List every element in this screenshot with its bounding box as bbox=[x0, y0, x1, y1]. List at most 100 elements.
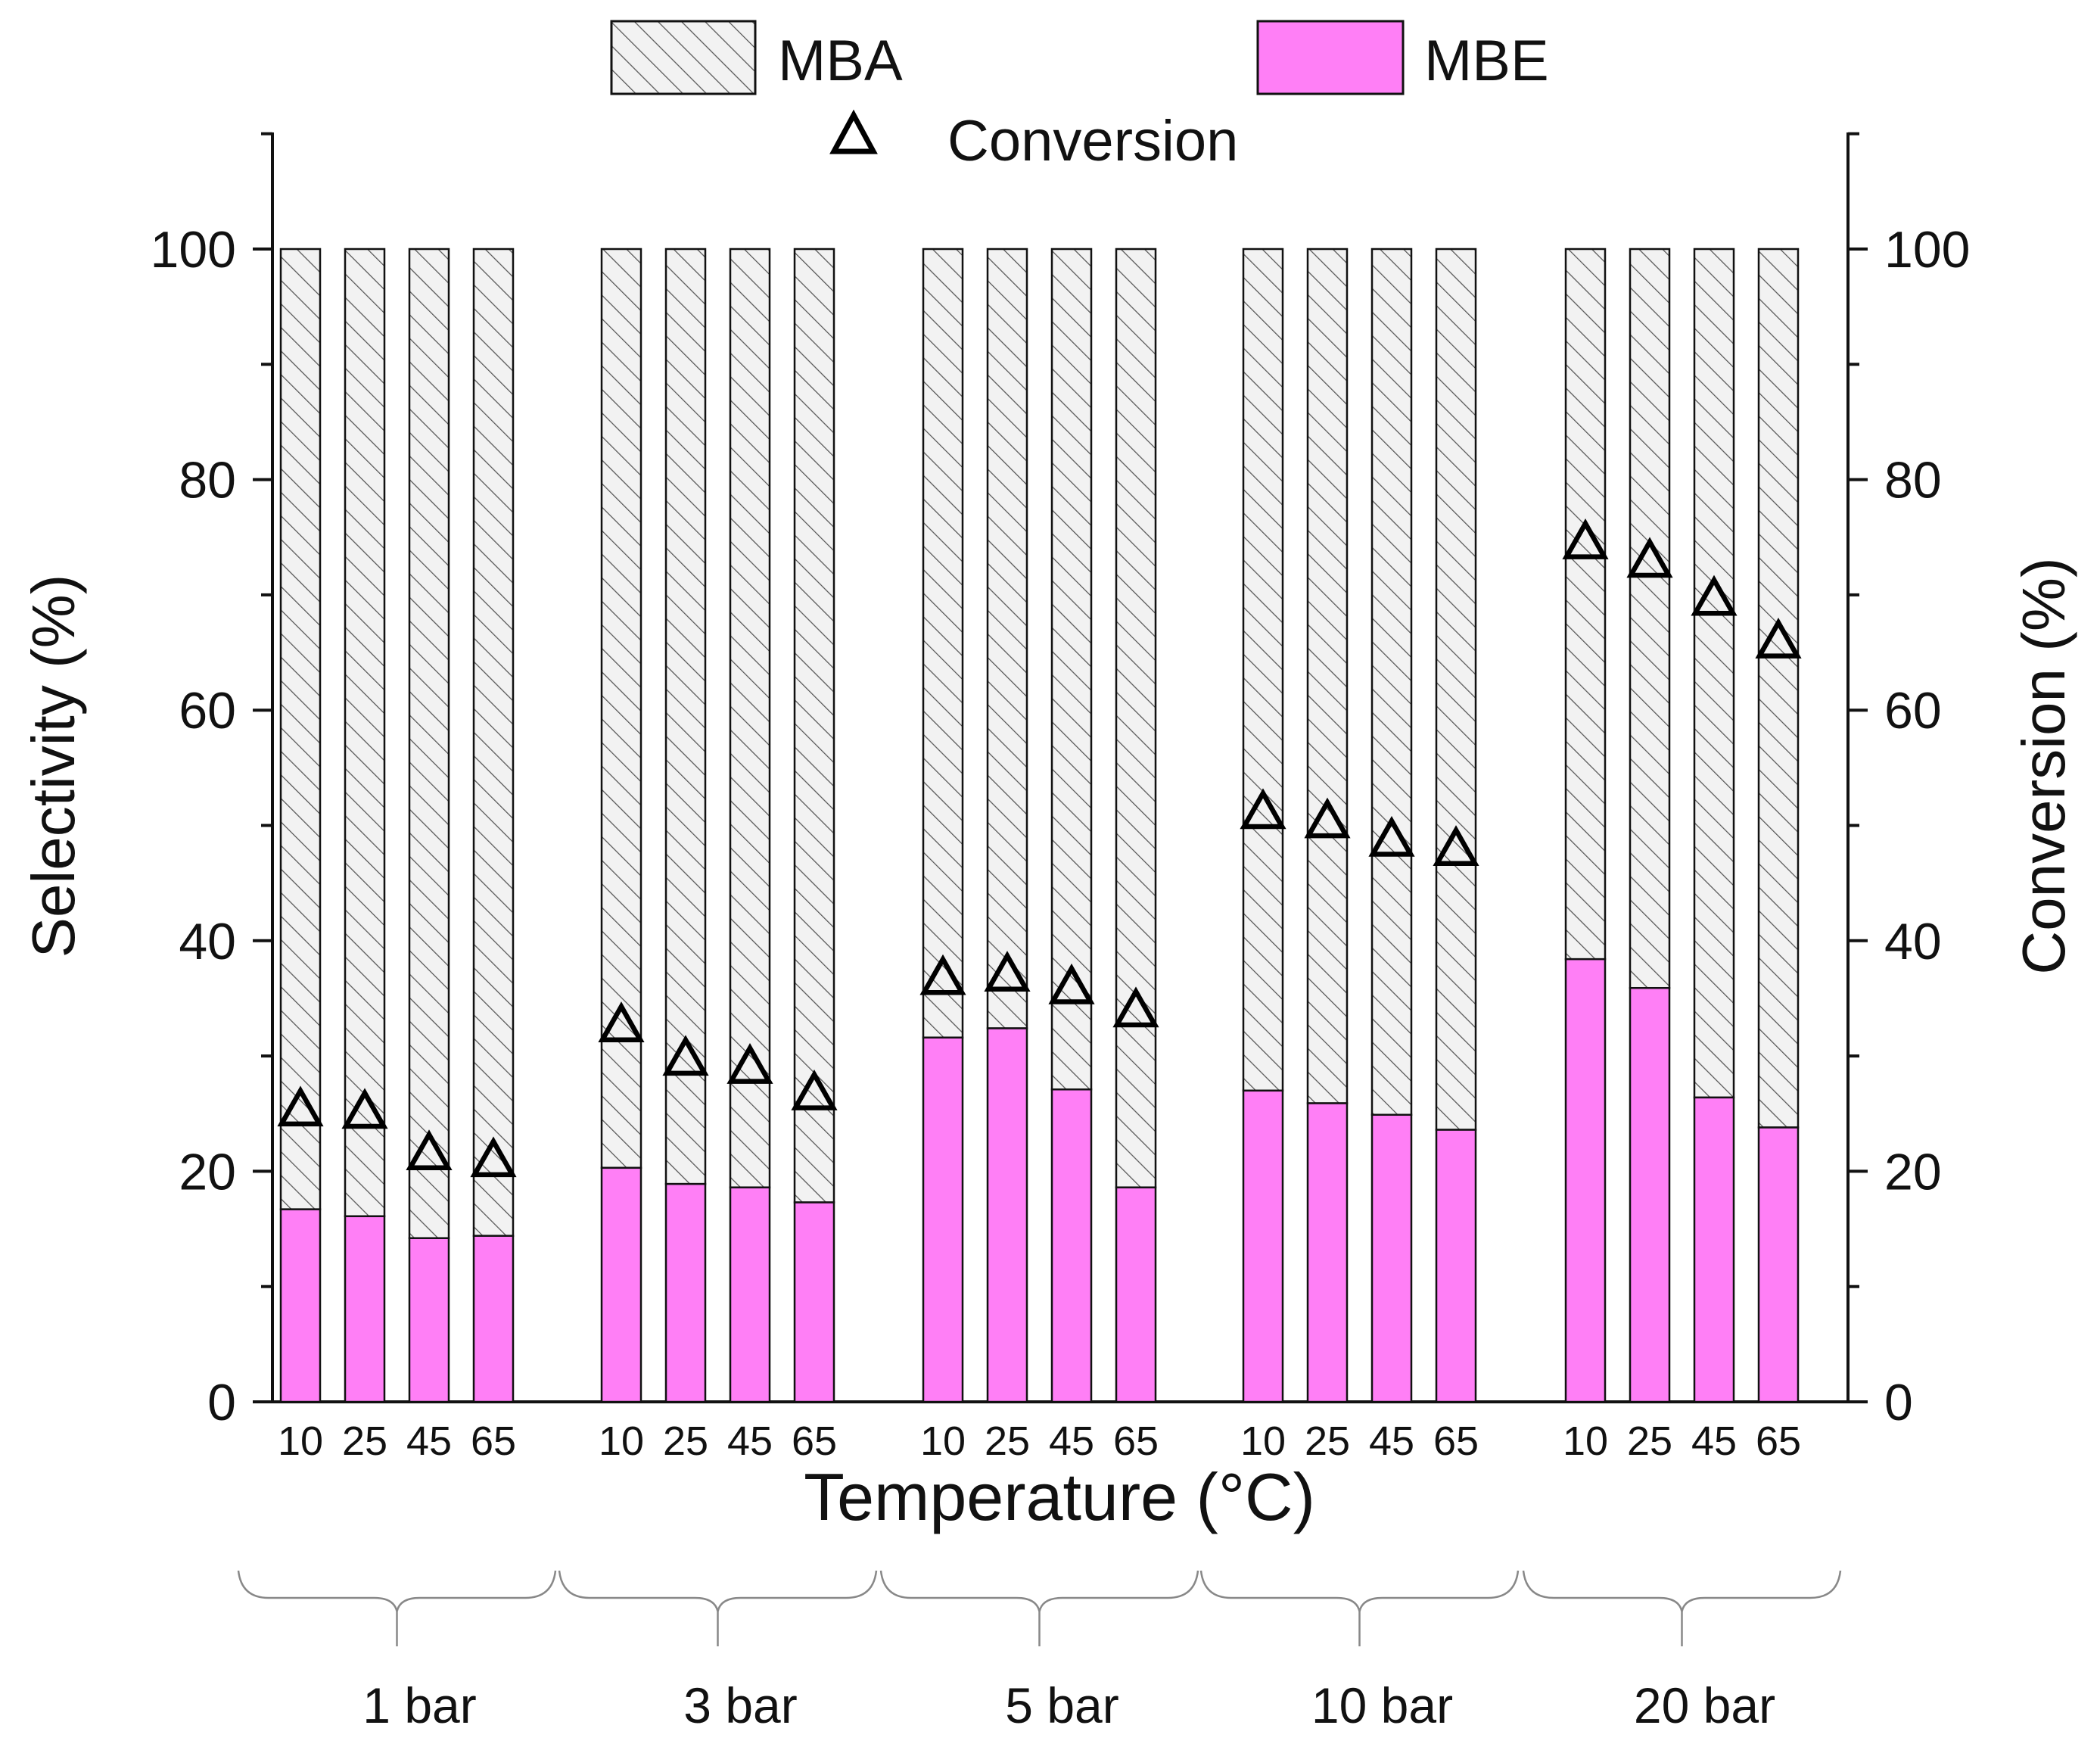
group-label: 10 bar bbox=[1311, 1677, 1453, 1733]
bar-mba bbox=[408, 248, 450, 1239]
y2-axis-title: Conversion (%) bbox=[2010, 557, 2077, 974]
x-tick-label: 10 bbox=[1240, 1418, 1286, 1464]
bar-mba bbox=[664, 248, 707, 1185]
conversion-marker bbox=[1433, 825, 1479, 866]
x-tick-labels: 10 25 45 65 10 25 45 65 10 25 45 65 10 25 45 65 10 25 45 65 bbox=[278, 1418, 1801, 1464]
bar-mbe bbox=[1050, 1088, 1093, 1403]
x-tick-label: 10 bbox=[1563, 1418, 1608, 1464]
bar-mba bbox=[1564, 248, 1607, 961]
x-axis-title: Temperature (°C) bbox=[804, 1459, 1315, 1534]
right-y-tick-label: 40 bbox=[1884, 913, 1942, 970]
left-y-ticks: 0 20 40 60 80 100 bbox=[151, 132, 272, 1431]
legend-mbe-label: MBE bbox=[1424, 29, 1549, 93]
bar-mba bbox=[1242, 248, 1284, 1092]
legend-mba-swatch bbox=[610, 20, 757, 95]
bar-mbe bbox=[1370, 1113, 1413, 1403]
x-tick-label: 65 bbox=[792, 1418, 837, 1464]
right-y-tick-label: 80 bbox=[1884, 452, 1942, 509]
bar-mbe bbox=[793, 1201, 835, 1403]
bar-mba bbox=[472, 248, 515, 1237]
bar-mba bbox=[1435, 248, 1477, 1131]
right-y-tick-label: 60 bbox=[1884, 682, 1942, 740]
bar-mbe bbox=[279, 1208, 322, 1403]
x-tick-label: 25 bbox=[1627, 1418, 1672, 1464]
conversion-marker bbox=[1562, 518, 1609, 559]
conversion-marker bbox=[1240, 788, 1286, 830]
left-y-tick-label: 60 bbox=[179, 682, 236, 740]
conversion-marker bbox=[1691, 575, 1738, 616]
bar-mba bbox=[600, 248, 642, 1169]
conversion-marker bbox=[791, 1070, 838, 1110]
left-y-tick-label: 80 bbox=[179, 452, 236, 509]
bar-mba bbox=[922, 248, 964, 1039]
right-y-tick-label: 100 bbox=[1884, 221, 1970, 279]
x-tick-label: 45 bbox=[1691, 1418, 1737, 1464]
legend-mba-label: MBA bbox=[778, 29, 903, 93]
bar-mba bbox=[986, 248, 1028, 1029]
group-label: 1 bar bbox=[362, 1677, 476, 1733]
conversion-marker bbox=[470, 1136, 517, 1178]
bar-mbe bbox=[1629, 986, 1671, 1403]
bar-mbe bbox=[1242, 1089, 1284, 1403]
x-tick-label: 45 bbox=[1049, 1418, 1094, 1464]
bar-mbe bbox=[1306, 1102, 1349, 1403]
bar-mba bbox=[1757, 248, 1800, 1129]
bar-mbe bbox=[408, 1237, 450, 1403]
bar-mbe bbox=[729, 1186, 771, 1403]
conversion-marker bbox=[598, 1001, 645, 1042]
left-y-tick-label: 0 bbox=[207, 1374, 236, 1431]
x-tick-label: 65 bbox=[471, 1418, 516, 1464]
bar-mbe bbox=[664, 1182, 707, 1403]
x-tick-label: 25 bbox=[663, 1418, 708, 1464]
bar-mbe bbox=[922, 1036, 964, 1403]
conversion-marker bbox=[1755, 618, 1802, 659]
group-brace bbox=[558, 1570, 878, 1646]
x-tick-label: 45 bbox=[406, 1418, 452, 1464]
bar-mbe bbox=[986, 1027, 1028, 1403]
group-label: 5 bar bbox=[1005, 1677, 1118, 1733]
group-brace bbox=[1199, 1570, 1520, 1646]
bar-mbe bbox=[1435, 1129, 1477, 1403]
bar-mba bbox=[1370, 248, 1413, 1116]
group-brace bbox=[1522, 1570, 1842, 1646]
bar-mba bbox=[1629, 248, 1671, 989]
conversion-markers bbox=[277, 518, 1802, 1178]
conversion-marker bbox=[984, 951, 1031, 992]
conversion-marker bbox=[662, 1035, 709, 1076]
conversion-marker bbox=[277, 1085, 324, 1127]
bar-mba bbox=[279, 248, 322, 1210]
x-tick-label: 25 bbox=[1305, 1418, 1350, 1464]
conversion-marker bbox=[1112, 986, 1159, 1028]
right-y-tick-label: 20 bbox=[1884, 1143, 1942, 1200]
group-braces: 1 bar 3 bar 5 bar 10 bar 20 bar bbox=[237, 1570, 1842, 1733]
legend-conversion-label: Conversion bbox=[947, 109, 1238, 173]
group-brace bbox=[879, 1570, 1199, 1646]
group-label: 3 bar bbox=[683, 1677, 797, 1733]
bar-mbe bbox=[600, 1166, 642, 1403]
bar-mbe bbox=[344, 1215, 386, 1403]
bar-mba bbox=[729, 248, 771, 1188]
x-tick-label: 65 bbox=[1433, 1418, 1479, 1464]
x-tick-label: 10 bbox=[278, 1418, 323, 1464]
bar-mba bbox=[1306, 248, 1349, 1104]
bars bbox=[279, 248, 1800, 1403]
y-axis-title: Selectivity (%) bbox=[20, 575, 87, 958]
x-tick-label: 10 bbox=[920, 1418, 966, 1464]
bar-mbe bbox=[1115, 1186, 1157, 1403]
right-y-tick-label: 0 bbox=[1884, 1374, 1913, 1431]
bar-mba bbox=[1050, 248, 1093, 1091]
legend: MBA MBE Conversion bbox=[610, 20, 1549, 173]
x-tick-label: 25 bbox=[985, 1418, 1030, 1464]
left-y-tick-label: 20 bbox=[179, 1143, 236, 1200]
bar-mba bbox=[793, 248, 835, 1204]
left-y-tick-label: 100 bbox=[151, 221, 236, 279]
bar-mba bbox=[1115, 248, 1157, 1188]
conversion-marker bbox=[1626, 537, 1673, 578]
legend-conversion-marker bbox=[829, 109, 878, 154]
conversion-marker bbox=[1048, 963, 1095, 1004]
bar-mbe bbox=[472, 1235, 515, 1403]
conversion-marker bbox=[341, 1088, 388, 1129]
x-tick-label: 65 bbox=[1113, 1418, 1159, 1464]
x-tick-label: 10 bbox=[599, 1418, 644, 1464]
